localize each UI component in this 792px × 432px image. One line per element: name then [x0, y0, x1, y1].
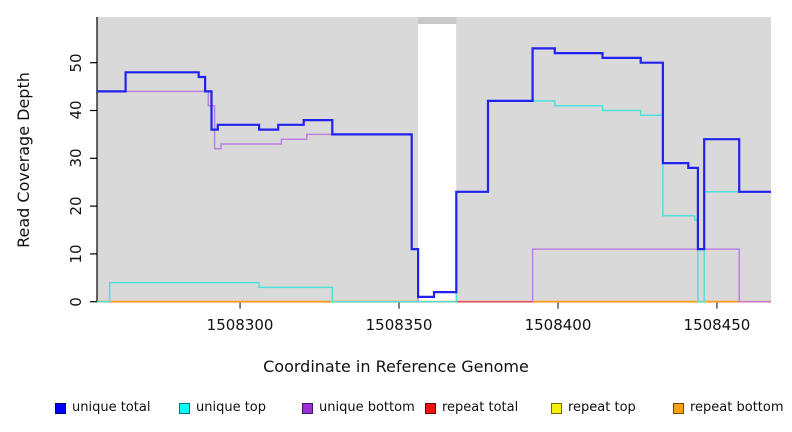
y-axis-tick-label: 0	[67, 296, 85, 307]
legend-label: unique total	[72, 400, 151, 415]
y-axis-tick-label: 50	[67, 53, 85, 73]
series-line-unique-total	[97, 47, 771, 298]
x-axis-tick-label: 1508350	[365, 316, 433, 334]
legend-swatch-icon	[179, 403, 190, 414]
legend-swatch-icon	[55, 403, 66, 414]
y-axis-title: Read Coverage Depth	[14, 72, 33, 248]
series-line-unique-bottom	[97, 90, 771, 303]
y-axis-tick-label: 40	[67, 100, 85, 121]
y-axis-tick-label: 10	[67, 244, 85, 264]
legend-label: unique bottom	[319, 400, 415, 415]
x-axis-tick-label: 1508300	[206, 316, 274, 334]
x-axis-tick-label: 1508400	[524, 316, 592, 334]
x-axis-title: Coordinate in Reference Genome	[263, 357, 529, 376]
legend: unique total unique top unique bottom repea…	[0, 398, 792, 420]
gap-top-strip	[418, 17, 457, 24]
no-data-gap	[418, 24, 457, 302]
legend-label: repeat top	[568, 400, 636, 415]
y-axis-tick-label: 30	[67, 148, 85, 168]
legend-label: repeat bottom	[690, 400, 784, 415]
legend-swatch-icon	[425, 403, 436, 414]
legend-label: unique top	[196, 400, 267, 415]
legend-label: repeat total	[442, 400, 519, 415]
legend-swatch-icon	[302, 403, 313, 414]
legend-swatch-icon	[673, 403, 684, 414]
y-axis-tick-label: 20	[67, 196, 85, 216]
x-axis-tick-label: 1508450	[683, 316, 751, 334]
legend-swatch-icon	[551, 403, 562, 414]
